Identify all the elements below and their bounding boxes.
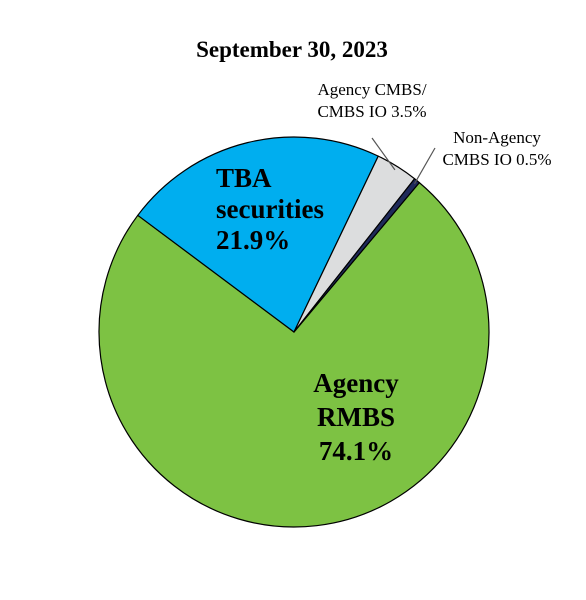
slice-tba-securities xyxy=(137,136,379,333)
label-line: Non-Agency xyxy=(453,128,541,147)
slice-non-agency-cmbs xyxy=(293,178,420,333)
label-line: 21.9% xyxy=(216,225,290,255)
pie-labels: Agency RMBS 74.1% TBA securities 21.9% Agency … xyxy=(216,80,552,466)
label-agency-cmbs: Agency CMBS/CMBS IO 3.5% xyxy=(317,80,426,121)
chart-title: September 30, 2023 xyxy=(196,37,388,62)
label-agency-rmbs: Agency RMBS 74.1% xyxy=(313,368,399,466)
label-line: TBA xyxy=(216,163,272,193)
label-line: CMBS IO 3.5% xyxy=(317,102,426,121)
leader-line-non-agency-cmbs xyxy=(413,147,436,185)
leader-line-agency-cmbs xyxy=(371,137,396,171)
slice-agency-rmbs xyxy=(98,182,490,528)
label-tba-securities: TBA securities 21.9% xyxy=(216,163,324,255)
label-line: 74.1% xyxy=(319,436,393,466)
label-line: securities xyxy=(216,194,324,224)
label-line: CMBS IO 0.5% xyxy=(442,150,551,169)
label-line: Agency CMBS/ xyxy=(317,80,426,99)
pie-slices xyxy=(98,136,490,528)
label-non-agency-cmbs: Non-Agency CMBS IO 0.5% xyxy=(442,128,551,169)
label-line: Agency xyxy=(313,368,399,398)
label-line: RMBS xyxy=(317,402,395,432)
